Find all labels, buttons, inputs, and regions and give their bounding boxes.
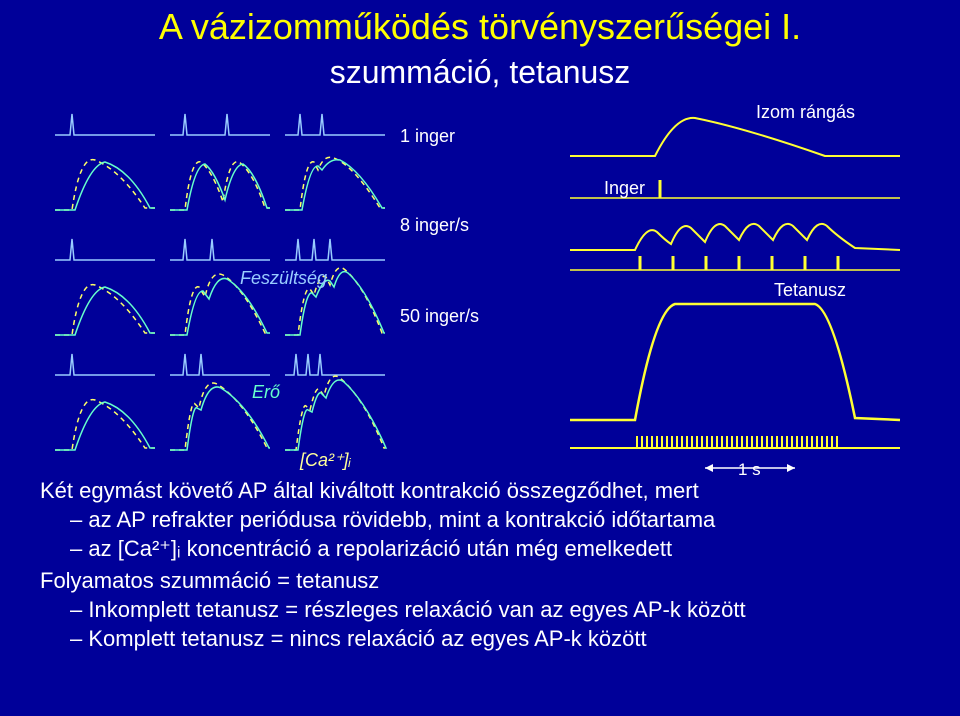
label-voltage: Feszültség <box>240 268 327 289</box>
panel-r2c2 <box>165 235 275 345</box>
bullet-1b: az [Ca²⁺]ᵢ koncentráció a repolarizáció … <box>70 536 930 563</box>
label-one-inger: 1 inger <box>400 126 455 147</box>
bullet-2b: Komplett tetanusz = nincs relaxáció az e… <box>70 626 930 653</box>
body-text: Két egymást követő AP által kiváltott ko… <box>40 478 930 655</box>
panel-r3c2 <box>165 350 275 460</box>
label-tetanus: Tetanusz <box>774 280 846 301</box>
panel-r1c3 <box>280 110 390 220</box>
label-fifty: 50 inger/s <box>400 306 479 327</box>
panel-r1c2 <box>165 110 275 220</box>
panel-r2c1 <box>50 235 160 345</box>
label-twitch: Izom rángás <box>756 102 855 123</box>
bullet-1: Két egymást követő AP által kiváltott ko… <box>40 478 930 505</box>
label-force: Erő <box>252 382 280 403</box>
panel-right-incomplete <box>565 210 905 281</box>
bullet-2: Folyamatos szummáció = tetanusz <box>40 568 930 595</box>
slide-subtitle: szummáció, tetanusz <box>0 54 960 91</box>
panel-right-tetanus <box>565 290 905 485</box>
slide-title: A vázizomműködés törvényszerűségei I. <box>0 6 960 48</box>
panel-r3c1 <box>50 350 160 460</box>
bullet-1a: az AP refrakter periódusa rövidebb, mint… <box>70 507 930 534</box>
bullet-2a: Inkomplett tetanusz = részleges relaxáci… <box>70 597 930 624</box>
label-stim: Inger <box>604 178 645 199</box>
panel-r3c3 <box>280 350 390 460</box>
panel-r2c3 <box>280 235 390 345</box>
label-eight: 8 inger/s <box>400 215 469 236</box>
label-ca: [Ca²⁺]ᵢ <box>300 450 351 471</box>
panel-r1c1 <box>50 110 160 220</box>
label-onesec: 1 s <box>738 460 761 480</box>
